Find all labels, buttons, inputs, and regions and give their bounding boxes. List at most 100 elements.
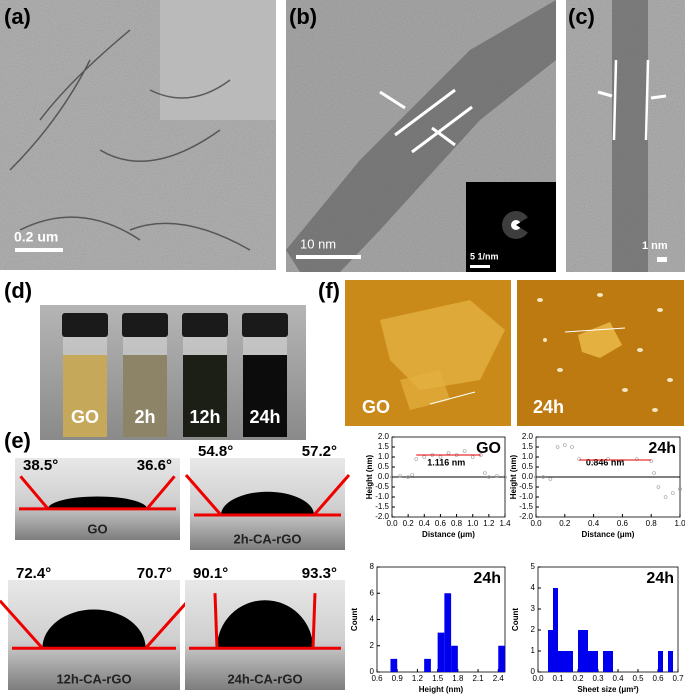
vial-label: GO — [71, 407, 99, 427]
drop — [42, 609, 146, 649]
bar — [603, 651, 608, 672]
bar — [588, 651, 593, 672]
point — [390, 475, 394, 479]
drop-label: 24h-CA-rGO — [227, 671, 302, 686]
afm: (f) GO 24h — [318, 278, 684, 426]
point — [663, 495, 668, 499]
bar — [583, 630, 588, 672]
x-axis-label: Distance (μm) — [422, 530, 475, 539]
tem-c: (c) 1 nm — [566, 0, 685, 272]
y-tick-label: -1.5 — [375, 502, 389, 511]
x-tick-label: 0.6 — [652, 674, 664, 683]
drop — [48, 496, 147, 509]
point — [670, 491, 675, 495]
panel-label: (b) — [289, 4, 317, 29]
bar — [563, 651, 568, 672]
y-tick-label: 2.0 — [522, 432, 534, 441]
point — [652, 471, 656, 475]
bar — [568, 651, 573, 672]
scale-label: 1 nm — [642, 240, 668, 252]
afm-label: GO — [362, 397, 390, 417]
point — [406, 475, 410, 479]
x-tick-label: 0.4 — [588, 519, 600, 528]
y-tick-label: 0 — [370, 667, 375, 676]
tangent — [0, 599, 44, 650]
panel-label: (a) — [4, 4, 31, 29]
x-tick-label: 0.6 — [617, 519, 629, 528]
bar — [593, 651, 598, 672]
tangent — [312, 474, 351, 517]
vial-photo: (d) GO 2h 12h 24h — [4, 278, 306, 440]
x-tick-label: 1.0 — [674, 519, 685, 528]
drop-label: GO — [87, 521, 107, 536]
x-axis-label: Distance (μm) — [582, 530, 635, 539]
vial-label: 12h — [189, 407, 220, 427]
y-tick-label: -0.5 — [519, 482, 533, 491]
x-tick-label: 2.1 — [472, 674, 484, 683]
panel-label: (c) — [568, 4, 595, 29]
bar — [444, 593, 452, 672]
chart: 0.0 0.1 0.2 0.3 0.4 0.5 0.6 0.7 0 1 2 3 4 5 Sheet size… — [511, 562, 684, 694]
x-tick-label: 0.0 — [386, 519, 398, 528]
drop — [217, 600, 313, 649]
y-tick-label: 5 — [531, 562, 536, 571]
bar — [498, 645, 505, 672]
x-tick-label: 0.3 — [592, 674, 604, 683]
panel-label: (f) — [318, 278, 340, 303]
chart: 0.0 0.2 0.4 0.6 0.8 1.0 1.2 1.4 -2.0-1.5-1.0-0.5… — [365, 432, 511, 539]
x-tick-label: 0.8 — [451, 519, 463, 528]
x-axis-label: Height (nm) — [419, 685, 464, 694]
bar — [437, 632, 445, 672]
x-tick-label: 0.2 — [403, 519, 415, 528]
y-tick-label: -2.0 — [375, 512, 389, 521]
point — [570, 445, 574, 449]
vial-cap — [62, 313, 108, 337]
tangent — [145, 475, 176, 510]
point — [678, 487, 682, 491]
tangent — [144, 599, 190, 650]
angle-left: 72.4° — [16, 565, 51, 582]
x-tick-label: 0.4 — [612, 674, 624, 683]
x-tick-label: 0.6 — [371, 674, 383, 683]
annotation: 1.116 nm — [427, 457, 465, 467]
y-tick-label: 0.0 — [378, 472, 390, 481]
chart: 0.6 0.9 1.2 1.5 1.8 2.1 2.4 0 2 4 6 8 Height (nm) Cou… — [350, 562, 506, 694]
angle-right: 93.3° — [302, 565, 337, 582]
x-tick-label: 0.5 — [632, 674, 644, 683]
vial-liquid — [63, 355, 107, 437]
y-axis-label: Height (nm) — [509, 454, 518, 499]
bar — [424, 658, 431, 672]
point — [548, 477, 553, 481]
x-tick-label: 0.0 — [530, 519, 542, 528]
tem-a: (a) 0.2 um — [0, 0, 276, 270]
annotation: 0.846 nm — [586, 457, 625, 467]
y-tick-label: 4 — [531, 583, 536, 592]
x-axis-label: Sheet size (μm²) — [577, 685, 639, 694]
panel-label: (d) — [4, 278, 32, 303]
x-tick-label: 2.4 — [493, 674, 505, 683]
y-tick-label: -1.0 — [375, 492, 389, 501]
vial-liquid — [183, 355, 227, 437]
point — [462, 449, 467, 453]
x-tick-label: 1.2 — [483, 519, 495, 528]
point — [410, 473, 414, 477]
y-tick-label: 1.0 — [522, 452, 534, 461]
angle-left: 38.5° — [23, 457, 58, 474]
y-tick-label: 2.0 — [378, 432, 390, 441]
x-tick-label: 0.2 — [559, 519, 571, 528]
y-tick-label: 2 — [370, 641, 375, 650]
bar — [553, 588, 558, 672]
vial-cap — [182, 313, 228, 337]
y-axis-label: Height (nm) — [365, 454, 374, 499]
y-tick-label: 0.5 — [378, 462, 390, 471]
chart-title: 24h — [473, 570, 501, 587]
y-tick-label: 1.5 — [378, 442, 390, 451]
y-tick-label: -1.0 — [519, 492, 533, 501]
point — [483, 471, 487, 475]
tangent — [19, 475, 50, 510]
drop-label: 2h-CA-rGO — [234, 531, 302, 546]
afm-label: 24h — [533, 397, 564, 417]
point — [414, 457, 419, 461]
x-tick-label: 0.8 — [646, 519, 658, 528]
